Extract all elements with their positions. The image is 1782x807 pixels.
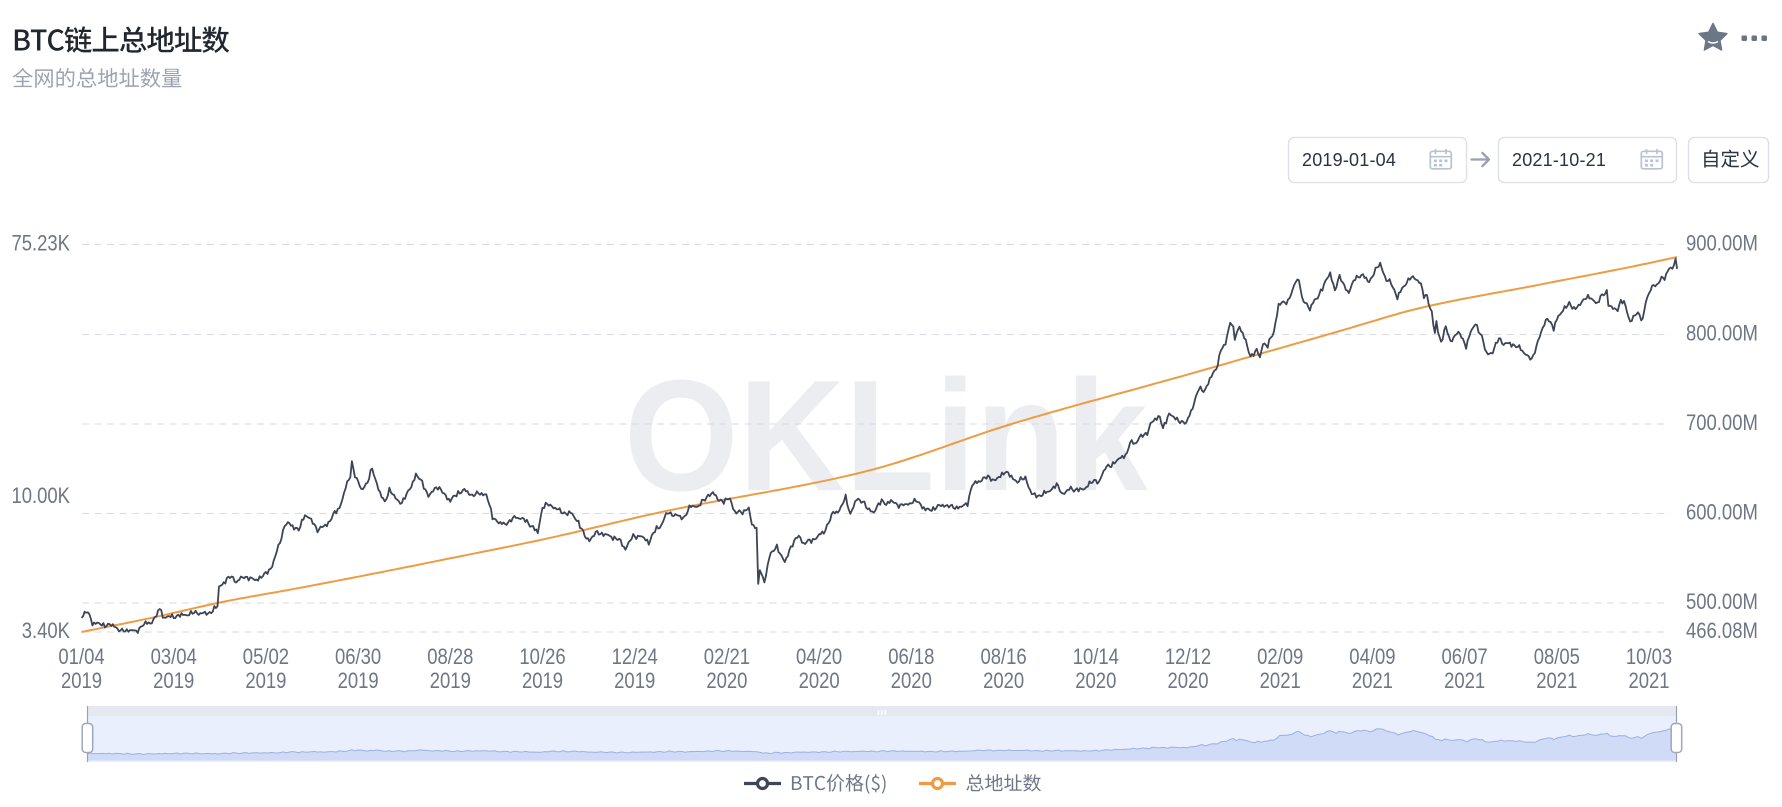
svg-text:2021: 2021 xyxy=(1628,670,1669,694)
svg-text:500.00M: 500.00M xyxy=(1686,591,1758,615)
svg-text:10/03: 10/03 xyxy=(1626,646,1672,670)
svg-text:2021: 2021 xyxy=(1444,670,1485,694)
svg-text:2019: 2019 xyxy=(338,670,379,694)
svg-text:10/14: 10/14 xyxy=(1073,646,1119,670)
svg-text:75.23K: 75.23K xyxy=(11,232,70,256)
svg-text:OKLink: OKLink xyxy=(624,348,1149,524)
svg-text:2021: 2021 xyxy=(1352,670,1393,694)
svg-text:08/16: 08/16 xyxy=(980,646,1026,670)
svg-text:800.00M: 800.00M xyxy=(1686,322,1758,346)
svg-text:700.00M: 700.00M xyxy=(1686,412,1758,436)
svg-text:2020: 2020 xyxy=(983,670,1024,694)
svg-text:04/20: 04/20 xyxy=(796,646,842,670)
svg-text:2020: 2020 xyxy=(1075,670,1116,694)
svg-text:06/07: 06/07 xyxy=(1441,646,1487,670)
svg-text:2019: 2019 xyxy=(245,670,286,694)
svg-text:900.00M: 900.00M xyxy=(1686,232,1758,256)
svg-text:2020: 2020 xyxy=(891,670,932,694)
svg-text:2019: 2019 xyxy=(522,670,563,694)
svg-text:02/09: 02/09 xyxy=(1257,646,1303,670)
svg-text:06/18: 06/18 xyxy=(888,646,934,670)
svg-text:2019: 2019 xyxy=(61,670,102,694)
svg-text:3.40K: 3.40K xyxy=(22,620,71,644)
svg-text:08/28: 08/28 xyxy=(427,646,473,670)
svg-text:08/05: 08/05 xyxy=(1534,646,1580,670)
svg-text:04/09: 04/09 xyxy=(1349,646,1395,670)
svg-text:2021-10-21: 2021-10-21 xyxy=(1512,150,1606,170)
svg-text:2020: 2020 xyxy=(1167,670,1208,694)
svg-text:05/02: 05/02 xyxy=(243,646,289,670)
svg-text:06/30: 06/30 xyxy=(335,646,381,670)
svg-text:2020: 2020 xyxy=(799,670,840,694)
svg-text:2021: 2021 xyxy=(1260,670,1301,694)
svg-text:10/26: 10/26 xyxy=(519,646,565,670)
svg-text:2019: 2019 xyxy=(430,670,471,694)
svg-text:466.08M: 466.08M xyxy=(1686,620,1758,644)
svg-text:01/04: 01/04 xyxy=(58,646,104,670)
svg-text:2020: 2020 xyxy=(706,670,747,694)
svg-text:10.00K: 10.00K xyxy=(11,485,70,509)
svg-text:12/12: 12/12 xyxy=(1165,646,1211,670)
svg-text:12/24: 12/24 xyxy=(612,646,658,670)
svg-text:2019: 2019 xyxy=(153,670,194,694)
svg-text:2019: 2019 xyxy=(614,670,655,694)
svg-text:600.00M: 600.00M xyxy=(1686,501,1758,525)
svg-text:02/21: 02/21 xyxy=(704,646,750,670)
svg-text:2021: 2021 xyxy=(1536,670,1577,694)
svg-text:2019-01-04: 2019-01-04 xyxy=(1302,150,1396,170)
svg-text:03/04: 03/04 xyxy=(151,646,197,670)
